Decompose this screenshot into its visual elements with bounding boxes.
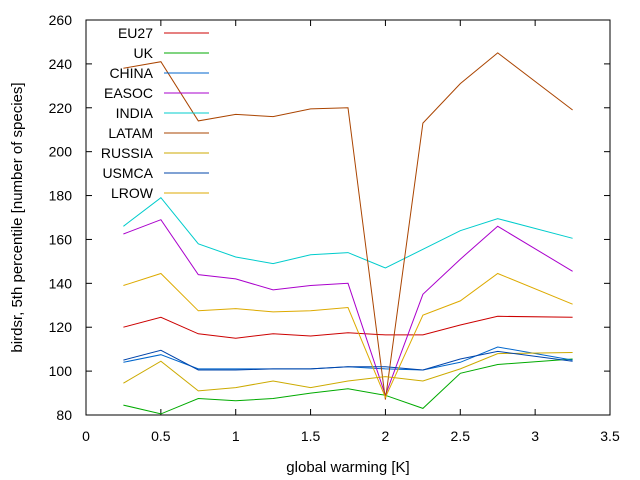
series-lines xyxy=(123,52,573,415)
legend-label-eu27: EU27 xyxy=(118,25,153,41)
legend-label-lrow: LROW xyxy=(111,185,154,201)
series-line-lrow xyxy=(123,272,573,399)
legend-label-easoc: EASOC xyxy=(104,85,153,101)
legend-label-india: INDIA xyxy=(116,105,154,121)
axis-ticks: 0 0.5 1 1.5 2 2.5 3 3.5 80 100 120 140 160 180 200 220 2… xyxy=(49,12,620,444)
series-line-latam xyxy=(123,52,573,400)
series-line-eu27 xyxy=(123,315,573,339)
series-line-uk xyxy=(123,358,573,415)
y-tick-label: 220 xyxy=(49,100,73,116)
y-tick-label: 200 xyxy=(49,144,73,160)
y-tick-label: 80 xyxy=(56,407,72,423)
x-axis-title: global warming [K] xyxy=(286,459,409,476)
series-line-russia xyxy=(123,352,573,392)
x-tick-label: 0 xyxy=(82,428,90,444)
x-tick-label: 2.5 xyxy=(451,428,471,444)
series-line-easoc xyxy=(123,219,573,397)
y-tick-label: 180 xyxy=(49,188,73,204)
y-tick-label: 260 xyxy=(49,12,73,28)
plot-frame xyxy=(85,19,611,416)
legend-label-china: CHINA xyxy=(109,65,153,81)
x-tick-label: 0.5 xyxy=(151,428,171,444)
legend-label-russia: RUSSIA xyxy=(101,145,154,161)
y-axis-title: birdsr, 5th percentile [number of specie… xyxy=(9,82,26,352)
y-tick-label: 120 xyxy=(49,319,73,335)
y-tick-label: 140 xyxy=(49,275,73,291)
series-line-usmca xyxy=(123,349,573,371)
legend-label-latam: LATAM xyxy=(108,125,153,141)
series-line-india xyxy=(123,197,573,269)
y-tick-label: 240 xyxy=(49,56,73,72)
y-tick-label: 160 xyxy=(49,231,73,247)
x-tick-label: 3.5 xyxy=(600,428,620,444)
x-tick-label: 1.5 xyxy=(301,428,321,444)
legend-label-uk: UK xyxy=(134,45,154,61)
y-tick-label: 100 xyxy=(49,363,73,379)
legend: EU27 UK CHINA EASOC INDIA LATAM RUSSIA USMCA LRO… xyxy=(101,25,209,201)
legend-label-usmca: USMCA xyxy=(102,165,153,181)
x-tick-label: 2 xyxy=(382,428,390,444)
x-tick-label: 1 xyxy=(232,428,240,444)
x-tick-label: 3 xyxy=(531,428,539,444)
